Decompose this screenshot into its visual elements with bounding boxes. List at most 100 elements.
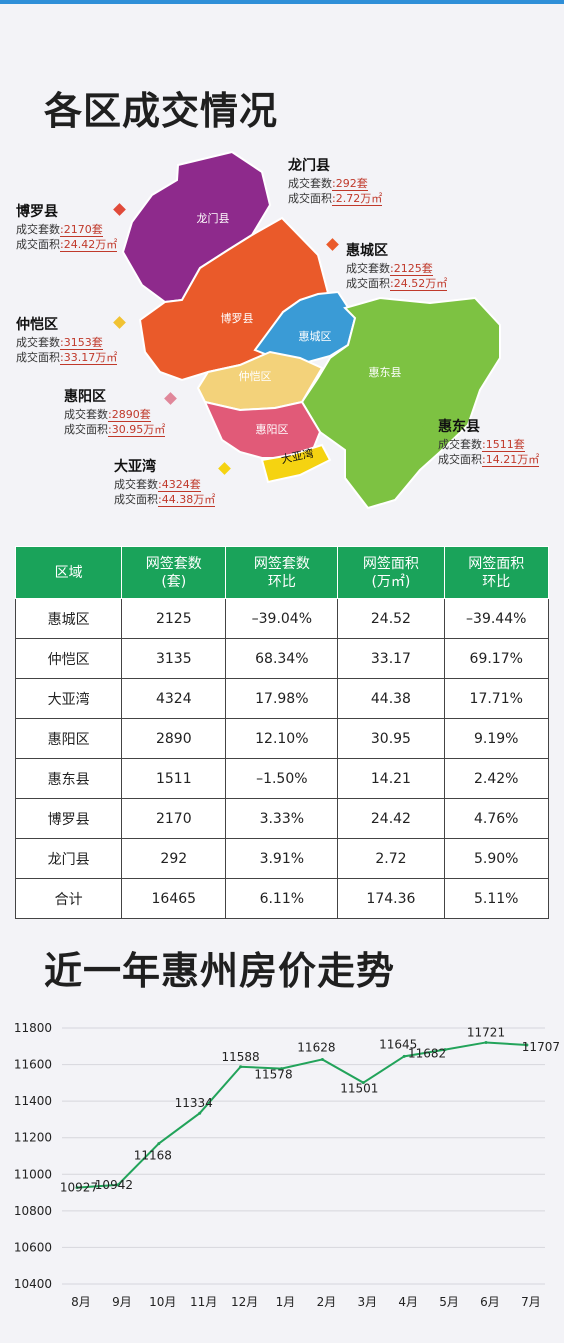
- transactions-table: 区域 网签套数 (套) 网签套数 环比 网签面积 (万㎡) 网签面积 环比 惠城区 2125 –39…: [14, 546, 549, 919]
- region-huicheng: [253, 290, 357, 364]
- data-label: 11168: [134, 1149, 172, 1163]
- data-point: [443, 1048, 447, 1052]
- table-header-cell: 网签套数 (套): [121, 546, 227, 599]
- table-row: 惠城区 2125 –39.04% 24.52 –39.44%: [14, 598, 549, 639]
- x-tick-label: 8月: [71, 1295, 91, 1309]
- y-tick-label: 11400: [14, 1094, 52, 1108]
- area-value: :2.72万㎡: [332, 192, 383, 206]
- data-point: [402, 1054, 406, 1058]
- y-tick-label: 11800: [14, 1021, 52, 1035]
- table-cell: 惠阳区: [14, 718, 123, 759]
- table-row: 仲恺区 3135 68.34% 33.17 69.17%: [14, 638, 549, 679]
- table-cell: 2125: [121, 598, 227, 639]
- section-title-transactions: 各区成交情况: [44, 89, 279, 133]
- area-value: :24.42万㎡: [60, 238, 118, 252]
- x-tick-label: 7月: [521, 1295, 541, 1309]
- data-label: 11588: [222, 1050, 260, 1064]
- y-tick-label: 10800: [14, 1204, 52, 1218]
- district-name: 仲恺区: [16, 317, 58, 333]
- table-cell: 5.11%: [443, 878, 549, 919]
- district-stats-label: 惠阳区 成交套数:2890套 成交面积:30.95万㎡: [64, 388, 166, 437]
- data-point: [361, 1081, 365, 1085]
- data-point: [116, 1183, 120, 1187]
- region-label-huiyang: 惠阳区: [256, 422, 289, 436]
- table-row: 惠东县 1511 –1.50% 14.21 2.42%: [14, 758, 549, 799]
- region-label-huidong: 惠东县: [369, 365, 402, 379]
- table-cell: 合计: [14, 878, 123, 919]
- table-cell: 2.72: [337, 838, 445, 879]
- data-point: [484, 1040, 488, 1044]
- table-cell: 17.71%: [443, 678, 549, 719]
- x-tick-label: 9月: [112, 1295, 132, 1309]
- area-value: :33.17万㎡: [60, 351, 118, 365]
- x-tick-label: 10月: [149, 1295, 176, 1309]
- table-header-cell: 网签面积 环比: [443, 546, 549, 599]
- region-label-zhongkai: 仲恺区: [239, 369, 272, 383]
- table-cell: 龙门县: [14, 838, 123, 879]
- area-label: 成交面积: [346, 277, 390, 290]
- count-value: :2890套: [108, 408, 151, 422]
- table-cell: 16465: [121, 878, 227, 919]
- region-label-dayawan: 大亚湾: [280, 446, 315, 467]
- count-label: 成交套数: [438, 438, 482, 451]
- price-trend-line-chart: 10400 10600 10800 11000 11200 11400 11600 11800…: [14, 1021, 560, 1309]
- area-label: 成交面积: [114, 493, 158, 506]
- count-value: :2170套: [60, 223, 103, 237]
- table-cell: 仲恺区: [14, 638, 123, 679]
- table-cell: 14.21: [337, 758, 445, 799]
- y-tick-label: 11600: [14, 1058, 52, 1072]
- table-cell: –39.04%: [225, 598, 339, 639]
- count-label: 成交套数: [16, 336, 60, 349]
- district-name: 惠阳区: [64, 389, 106, 405]
- data-label: 10927: [60, 1181, 98, 1195]
- table-cell: 2890: [121, 718, 227, 759]
- data-point: [239, 1065, 243, 1069]
- area-label: 成交面积: [438, 453, 482, 466]
- district-stats-label: 惠城区 成交套数:2125套 成交面积:24.52万㎡: [346, 242, 448, 291]
- data-label: 11682: [408, 1047, 446, 1061]
- region-dayawan: [260, 443, 332, 484]
- table-header-cell: 区域: [14, 546, 123, 599]
- table-cell: 2170: [121, 798, 227, 839]
- region-huidong: [300, 296, 501, 510]
- table-cell: 1511: [121, 758, 227, 799]
- data-label: 11628: [297, 1040, 335, 1054]
- table-cell: 惠东县: [14, 758, 123, 799]
- data-label: 11501: [340, 1082, 378, 1096]
- x-tick-label: 2月: [317, 1295, 337, 1309]
- count-label: 成交套数: [346, 262, 390, 275]
- data-point: [320, 1057, 324, 1061]
- count-label: 成交套数: [16, 223, 60, 236]
- area-label: 成交面积: [16, 238, 60, 251]
- table-row: 大亚湾 4324 17.98% 44.38 17.71%: [14, 678, 549, 719]
- count-value: :3153套: [60, 336, 103, 350]
- table-cell: 3.33%: [225, 798, 339, 839]
- section-title-price-trend: 近一年惠州房价走势: [44, 949, 396, 993]
- table-cell: 292: [121, 838, 227, 879]
- x-tick-label: 1月: [276, 1295, 296, 1309]
- table-header-cell: 网签套数 环比: [225, 546, 339, 599]
- region-label-huicheng: 惠城区: [299, 329, 332, 343]
- district-name: 博罗县: [16, 204, 58, 220]
- table-cell: 6.11%: [225, 878, 339, 919]
- district-stats-label: 仲恺区 成交套数:3153套 成交面积:33.17万㎡: [16, 316, 118, 365]
- table-cell: 69.17%: [443, 638, 549, 679]
- count-value: :1511套: [482, 438, 525, 452]
- count-label: 成交套数: [114, 478, 158, 491]
- table-cell: 2.42%: [443, 758, 549, 799]
- data-label: 10942: [95, 1178, 133, 1192]
- table-cell: 33.17: [337, 638, 445, 679]
- area-value: :24.52万㎡: [390, 277, 448, 291]
- area-value: :14.21万㎡: [482, 453, 540, 467]
- area-label: 成交面积: [288, 192, 332, 205]
- table-cell: 惠城区: [14, 598, 123, 639]
- district-name: 惠城区: [346, 243, 388, 259]
- x-tick-label: 4月: [398, 1295, 418, 1309]
- table-cell: –1.50%: [225, 758, 339, 799]
- table-cell: 24.52: [337, 598, 445, 639]
- table-cell: 68.34%: [225, 638, 339, 679]
- table-cell: 博罗县: [14, 798, 123, 839]
- table-cell: 44.38: [337, 678, 445, 719]
- count-value: :4324套: [158, 478, 201, 492]
- x-tick-label: 6月: [480, 1295, 500, 1309]
